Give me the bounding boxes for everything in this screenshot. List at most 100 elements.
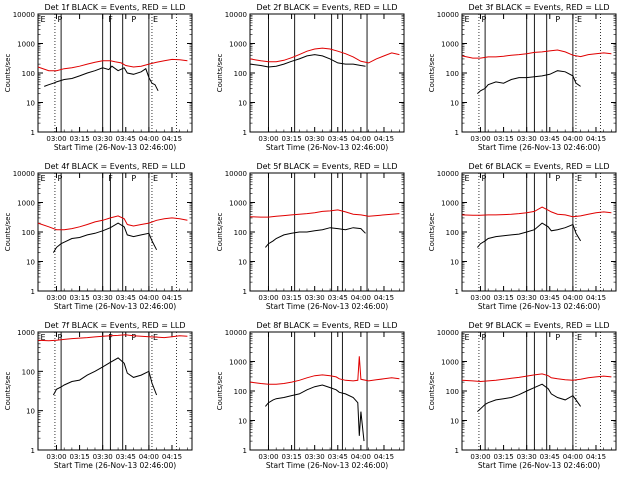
interval-marker-label: E bbox=[577, 15, 582, 24]
interval-marker-label: P bbox=[131, 174, 136, 183]
x-tick-label: 03:30 bbox=[517, 294, 537, 302]
y-tick-label: 10 bbox=[26, 408, 35, 416]
y-tick-label: 10 bbox=[450, 259, 459, 267]
y-tick-label: 10 bbox=[26, 259, 35, 267]
x-tick-label: 03:30 bbox=[517, 135, 537, 143]
x-tick-label: 04:00 bbox=[139, 294, 159, 302]
x-tick-label: 03:45 bbox=[328, 135, 348, 143]
y-tick-label: 10000 bbox=[13, 170, 35, 178]
panel-title: Det 4f BLACK = Events, RED = LLD bbox=[44, 162, 185, 171]
y-tick-label: 100 bbox=[446, 388, 459, 396]
x-tick-label: 03:45 bbox=[540, 453, 560, 461]
x-tick-label: 03:15 bbox=[69, 135, 89, 143]
x-axis-label: Start Time (26-Nov-13 02:46:00) bbox=[54, 461, 176, 470]
panel-title: Det 2f BLACK = Events, RED = LLD bbox=[256, 3, 397, 12]
y-tick-label: 10000 bbox=[225, 329, 247, 337]
x-tick-label: 04:15 bbox=[586, 135, 606, 143]
x-tick-label: 03:45 bbox=[116, 135, 136, 143]
x-tick-label: 04:00 bbox=[139, 135, 159, 143]
x-tick-label: 03:00 bbox=[470, 453, 490, 461]
interval-marker-label: P bbox=[555, 15, 560, 24]
x-tick-label: 03:00 bbox=[258, 453, 278, 461]
x-tick-label: 04:00 bbox=[351, 294, 371, 302]
panel-det-9f: Det 9f BLACK = Events, RED = LLD Counts/s… bbox=[428, 321, 617, 470]
y-tick-label: 1 bbox=[455, 288, 459, 296]
x-tick-label: 03:00 bbox=[46, 135, 66, 143]
panel-title: Det 1f BLACK = Events, RED = LLD bbox=[44, 3, 185, 12]
y-axis-label: Counts/sec bbox=[428, 213, 436, 252]
x-tick-label: 04:00 bbox=[351, 135, 371, 143]
interval-marker-label: P bbox=[57, 15, 62, 24]
interval-marker-label: E bbox=[153, 15, 158, 24]
y-axis-label: Counts/sec bbox=[428, 54, 436, 93]
x-tick-label: 03:30 bbox=[517, 453, 537, 461]
x-tick-label: 04:15 bbox=[374, 453, 394, 461]
x-tick-label: 03:45 bbox=[328, 453, 348, 461]
x-tick-label: 03:45 bbox=[328, 294, 348, 302]
lld-series-line bbox=[461, 373, 612, 383]
x-tick-label: 04:00 bbox=[139, 453, 159, 461]
x-tick-label: 03:00 bbox=[470, 135, 490, 143]
y-tick-label: 100 bbox=[234, 388, 247, 396]
lld-series-line bbox=[37, 215, 188, 231]
x-tick-label: 04:00 bbox=[563, 135, 583, 143]
events-series-line bbox=[249, 54, 366, 68]
y-tick-label: 10 bbox=[238, 418, 247, 426]
y-tick-label: 1 bbox=[243, 447, 247, 455]
x-tick-label: 03:15 bbox=[281, 294, 301, 302]
y-tick-label: 100 bbox=[234, 229, 247, 237]
y-tick-label: 1000 bbox=[229, 359, 247, 367]
y-tick-label: 10 bbox=[450, 418, 459, 426]
y-tick-label: 1 bbox=[243, 129, 247, 137]
y-tick-label: 100 bbox=[446, 229, 459, 237]
x-tick-label: 03:30 bbox=[305, 135, 325, 143]
y-axis-label: Counts/sec bbox=[216, 54, 224, 93]
y-tick-label: 1000 bbox=[17, 41, 35, 49]
y-tick-label: 1000 bbox=[441, 200, 459, 208]
panel-title: Det 3f BLACK = Events, RED = LLD bbox=[468, 3, 609, 12]
x-tick-label: 03:45 bbox=[540, 135, 560, 143]
y-tick-label: 1000 bbox=[17, 200, 35, 208]
x-tick-label: 04:00 bbox=[563, 453, 583, 461]
x-tick-label: 04:00 bbox=[351, 453, 371, 461]
y-tick-label: 1000 bbox=[441, 359, 459, 367]
interval-marker-label: F bbox=[108, 174, 113, 183]
events-series-line bbox=[477, 70, 581, 94]
y-tick-label: 10000 bbox=[437, 11, 459, 19]
y-tick-label: 1 bbox=[31, 288, 35, 296]
lld-series-line bbox=[249, 209, 400, 218]
interval-marker-label: E bbox=[41, 174, 46, 183]
y-tick-label: 1 bbox=[31, 447, 35, 455]
x-axis-label: Start Time (26-Nov-13 02:46:00) bbox=[266, 302, 388, 311]
interval-marker-label: E bbox=[577, 174, 582, 183]
panel-det-6f: Det 6f BLACK = Events, RED = LLD Counts/s… bbox=[428, 162, 617, 311]
events-series-line bbox=[52, 222, 158, 253]
panel-title: Det 7f BLACK = Events, RED = LLD bbox=[44, 321, 185, 330]
x-tick-label: 04:15 bbox=[162, 294, 182, 302]
x-tick-label: 03:00 bbox=[46, 453, 66, 461]
events-series-line bbox=[477, 222, 582, 248]
y-tick-label: 1 bbox=[243, 288, 247, 296]
interval-marker-label: E bbox=[465, 15, 470, 24]
x-tick-label: 03:30 bbox=[93, 453, 113, 461]
lld-series-line bbox=[37, 58, 188, 72]
y-tick-label: 10 bbox=[450, 100, 459, 108]
x-tick-label: 03:45 bbox=[116, 453, 136, 461]
interval-marker-label: P bbox=[131, 333, 136, 342]
x-tick-label: 03:15 bbox=[493, 453, 513, 461]
x-tick-label: 04:15 bbox=[162, 135, 182, 143]
x-tick-label: 03:45 bbox=[540, 294, 560, 302]
interval-marker-label: E bbox=[465, 174, 470, 183]
interval-marker-label: E bbox=[41, 15, 46, 24]
x-axis-label: Start Time (26-Nov-13 02:46:00) bbox=[54, 302, 176, 311]
x-tick-label: 03:00 bbox=[258, 294, 278, 302]
interval-marker-label: P bbox=[555, 333, 560, 342]
x-tick-label: 03:15 bbox=[493, 294, 513, 302]
y-tick-label: 10 bbox=[238, 100, 247, 108]
x-tick-label: 03:30 bbox=[93, 135, 113, 143]
x-tick-label: 03:30 bbox=[305, 294, 325, 302]
panel-det-4f: Det 4f BLACK = Events, RED = LLD Counts/s… bbox=[4, 162, 193, 311]
lld-series-line bbox=[37, 334, 188, 342]
